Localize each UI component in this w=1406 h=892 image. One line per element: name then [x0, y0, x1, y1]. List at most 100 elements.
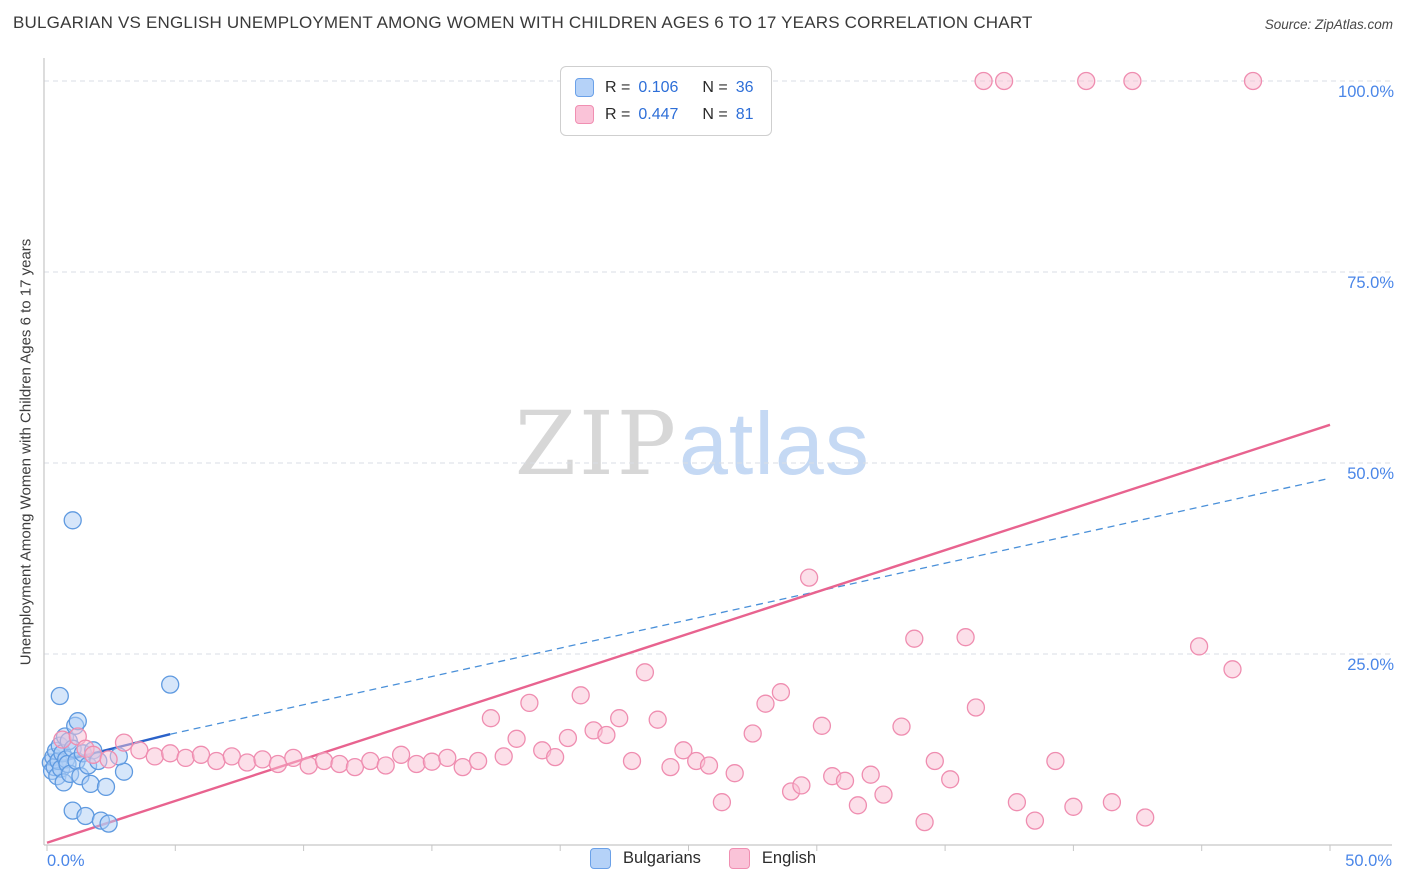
r-label: R = [605, 78, 631, 96]
point-english [130, 741, 149, 760]
point-english [925, 751, 944, 771]
point-english [114, 733, 134, 752]
point-english [1136, 808, 1155, 827]
point-english [299, 756, 318, 775]
y-tick-label: 100.0% [1338, 83, 1394, 101]
point-english [712, 793, 732, 812]
point-english [1223, 660, 1242, 679]
point-english [905, 629, 924, 648]
point-english [610, 709, 629, 728]
point-bulgarians [76, 806, 95, 826]
point-english [145, 747, 164, 766]
x-tick-label-min: 0.0% [47, 852, 85, 870]
point-english [391, 745, 411, 764]
point-english [438, 748, 457, 768]
point-english [222, 747, 241, 766]
point-bulgarians [114, 762, 134, 781]
point-english [661, 757, 680, 777]
point-english [892, 717, 911, 736]
zipatlas-watermark: ZIPatlas [515, 400, 870, 488]
point-english [507, 729, 526, 748]
point-english [571, 686, 590, 705]
point-bulgarians [50, 686, 69, 706]
point-english [725, 764, 744, 783]
point-english [361, 751, 380, 771]
point-english [468, 751, 488, 771]
trend-line-extension-bulgarians [170, 477, 1331, 735]
point-english [330, 754, 349, 774]
point-english [941, 770, 960, 789]
point-english [861, 765, 880, 784]
y-tick-label: 75.0% [1347, 274, 1394, 292]
point-bulgarians [81, 774, 100, 794]
point-english [848, 796, 868, 815]
point-english [597, 725, 616, 745]
point-english [974, 71, 993, 91]
point-english [1077, 71, 1096, 91]
point-english [1064, 797, 1083, 816]
r-value-english: 0.447 [638, 105, 679, 123]
point-english [874, 785, 893, 804]
point-english [635, 663, 655, 682]
r-value-bulgarians: 0.106 [638, 78, 679, 96]
point-english [1102, 793, 1122, 812]
point-english [253, 750, 272, 769]
point-bulgarians [63, 511, 82, 530]
point-english [1046, 751, 1065, 771]
bulgarians-label: Bulgarians [622, 849, 701, 867]
point-english [1123, 71, 1142, 91]
point-english [191, 745, 211, 764]
point-english [622, 751, 642, 771]
english-swatch [728, 848, 750, 869]
point-bulgarians [68, 712, 87, 731]
point-english [268, 754, 288, 774]
point-english [520, 693, 539, 713]
correlation-legend: R = 0.106 N = 36 R = 0.447 N = 81 [560, 66, 773, 136]
point-english [792, 776, 811, 795]
legend-row-bulgarians: R = 0.106 N = 36 [575, 78, 753, 97]
point-bulgarians [99, 814, 118, 833]
point-english [314, 751, 334, 771]
point-english [699, 756, 719, 775]
watermark-atlas: atlas [678, 394, 870, 493]
watermark-zip: ZIP [514, 392, 679, 495]
trend-line-english [46, 423, 1331, 844]
point-english [1025, 811, 1045, 830]
point-english [284, 748, 303, 768]
point-english [176, 748, 195, 768]
point-english [407, 754, 426, 774]
point-english [237, 753, 257, 772]
legend-row-english: R = 0.447 N = 81 [575, 105, 753, 124]
point-english [345, 757, 365, 777]
point-english [674, 741, 693, 760]
point-english [545, 747, 565, 767]
point-english [453, 757, 472, 777]
point-english [53, 730, 72, 749]
n-value-english: 81 [735, 105, 754, 123]
point-bulgarians [96, 777, 116, 797]
point-english [161, 744, 180, 763]
point-english [966, 698, 986, 717]
page-title: BULGARIAN VS ENGLISH UNEMPLOYMENT AMONG … [13, 13, 1033, 32]
series-legend: Bulgarians English [0, 848, 1406, 869]
point-english [915, 812, 934, 832]
point-english [494, 747, 513, 766]
point-english [1189, 637, 1209, 656]
point-english [835, 771, 855, 790]
point-english [1243, 71, 1263, 91]
point-english [207, 751, 226, 771]
point-english [558, 728, 578, 748]
bulgarians-swatch [575, 78, 594, 97]
n-label: N = [702, 78, 728, 96]
bulgarians-swatch [589, 848, 611, 869]
point-english [756, 694, 775, 713]
n-label: N = [702, 105, 728, 123]
r-label: R = [605, 105, 631, 123]
y-tick-label: 25.0% [1347, 656, 1394, 674]
source-attribution: Source: ZipAtlas.com [1264, 17, 1393, 32]
x-tick-label-max: 50.0% [1345, 852, 1392, 870]
point-english [771, 683, 791, 702]
point-english [956, 628, 975, 647]
point-english [743, 724, 762, 743]
